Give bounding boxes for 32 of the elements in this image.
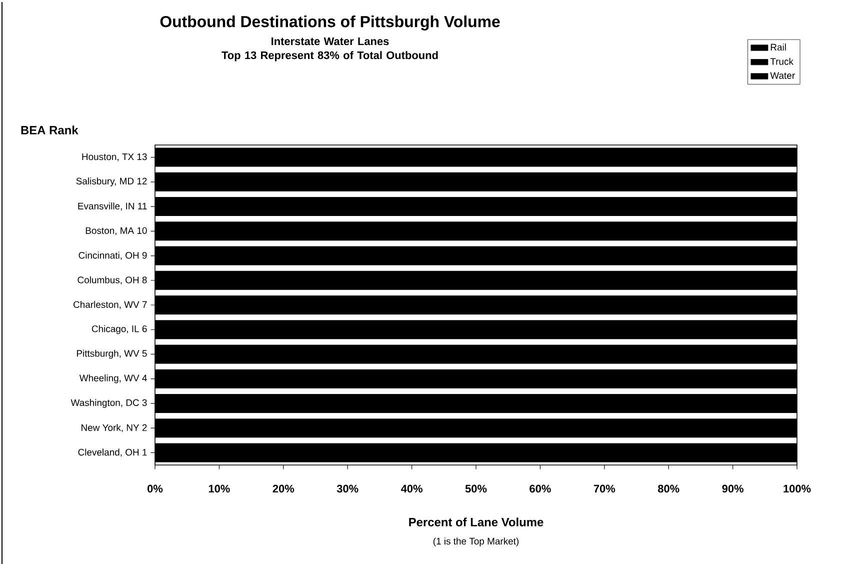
x-tick-label: 50% [465,484,487,493]
x-tick-label: 70% [594,484,616,493]
x-tick-label: 40% [401,484,422,493]
y-tick-label: Columbus, OH 8 [78,276,147,284]
y-tick-label: Houston, TX 13 [82,153,147,162]
x-tick-label: 20% [272,484,294,493]
y-tick-label: Evansville, IN 11 [78,202,147,211]
y-tick-label: Cincinnati, OH 9 [78,252,147,260]
y-tick-label: Pittsburgh, WV 5 [77,350,147,359]
legend-label: Water [770,72,795,79]
x-tick-label: 30% [336,484,358,493]
legend-label: Rail [770,44,786,51]
y-tick-label: Charleston, WV 7 [74,300,147,310]
x-tick-label: 60% [530,484,551,493]
chart-title: Outbound Destinations of Pittsburgh Volume [160,16,500,30]
y-tick-label: Salisbury, MD 12 [76,178,147,186]
legend-label: Truck [770,58,794,65]
x-axis-title: Percent of Lane Volume [409,518,544,526]
x-tick-label: 100% [784,484,811,493]
x-tick-label: 10% [208,484,230,493]
y-tick-label: Wheeling, WV 4 [79,374,147,384]
y-tick-label: Washington, DC 3 [70,399,147,408]
x-tick-label: 80% [658,484,680,493]
x-tick-label: 0% [148,484,163,493]
y-tick-label: Boston, MA 10 [86,227,147,236]
y-tick-label: Chicago, IL 6 [92,325,147,334]
x-tick-label: 90% [722,484,744,493]
y-tick-label: Cleveland, OH 1 [78,448,147,457]
y-axis-title: BEA Rank [21,126,78,134]
text: (1 is the Top Market) [433,538,519,546]
y-tick-label: New York, NY 2 [82,424,147,432]
chart-subtitle: Interstate Water Lanes Top 13 Represent 83% of Total Outbound [222,38,438,62]
